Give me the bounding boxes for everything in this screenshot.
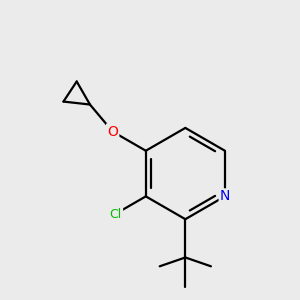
Text: N: N	[220, 189, 230, 203]
Text: O: O	[107, 124, 118, 139]
Text: Cl: Cl	[109, 208, 121, 220]
Text: Cl: Cl	[108, 207, 122, 221]
Text: O: O	[107, 124, 118, 139]
